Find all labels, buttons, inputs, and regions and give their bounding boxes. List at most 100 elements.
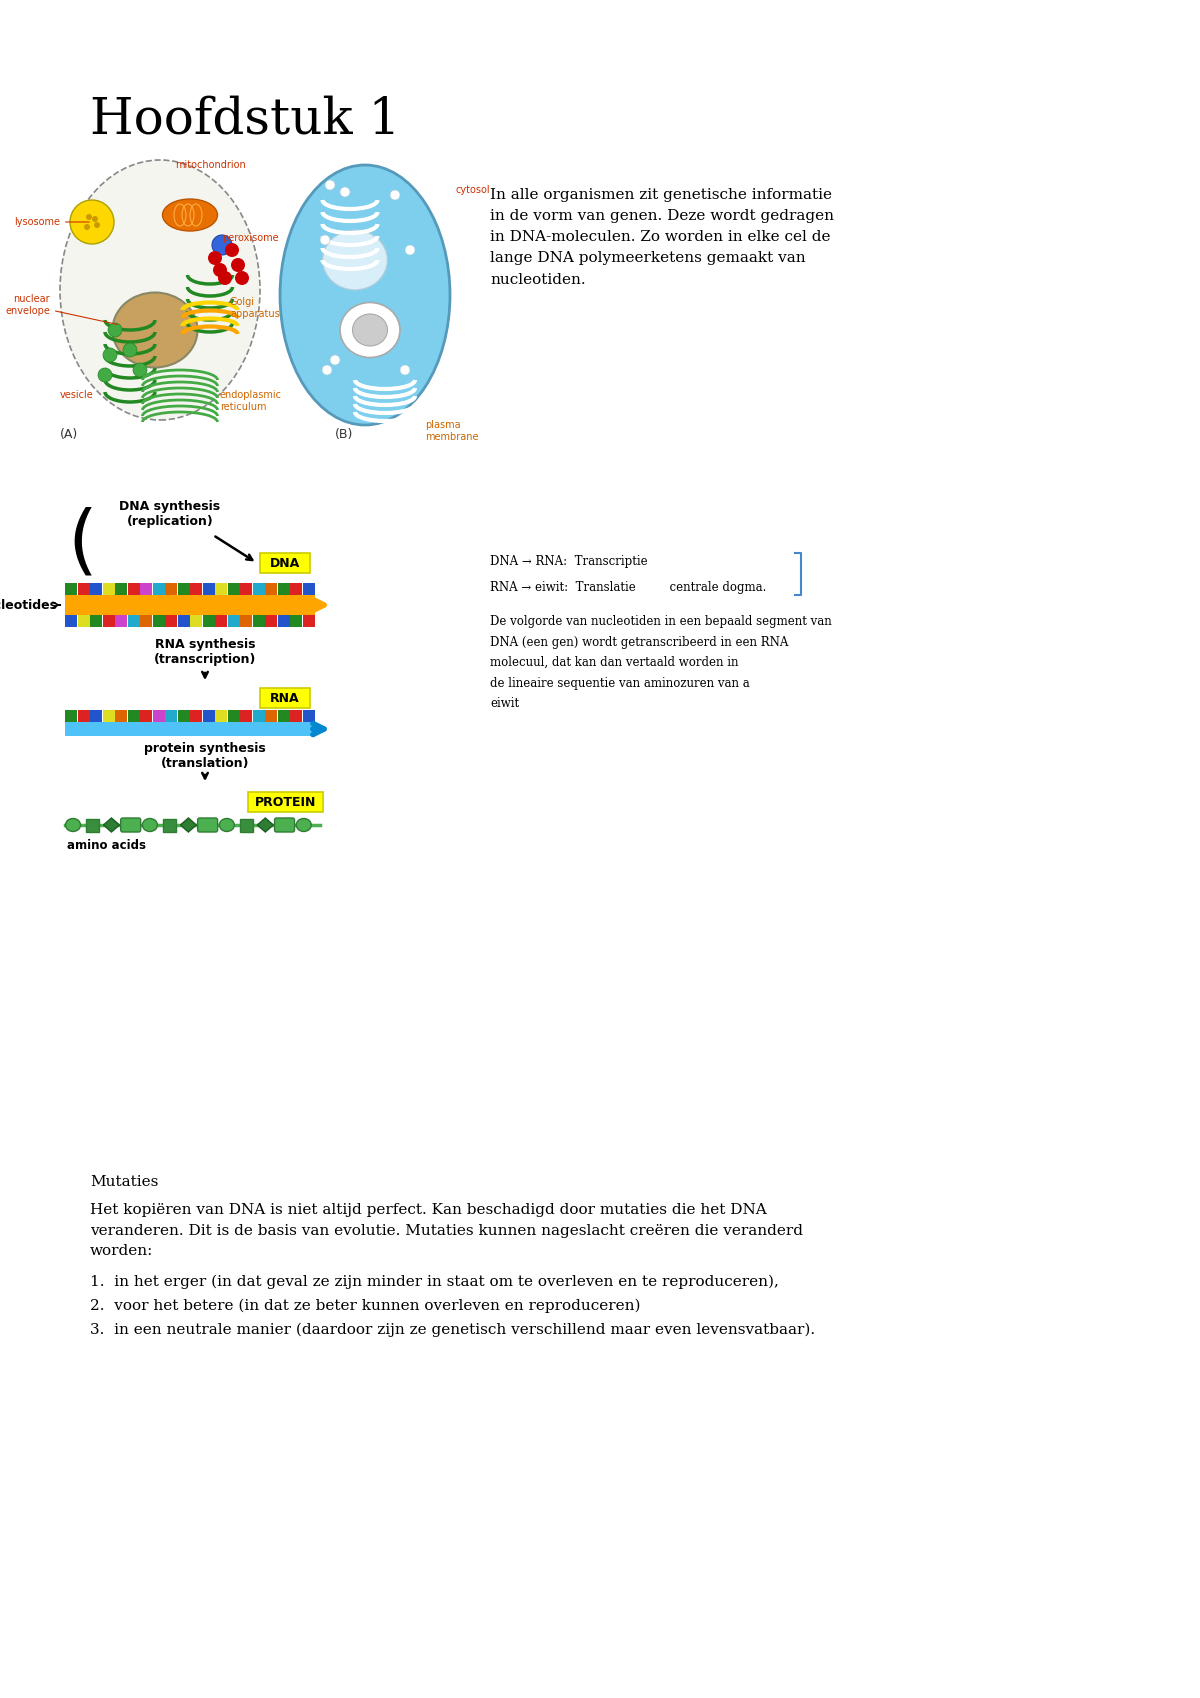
Bar bbox=[140, 710, 152, 722]
Text: protein synthesis
(translation): protein synthesis (translation) bbox=[144, 742, 266, 769]
Circle shape bbox=[320, 234, 330, 245]
Circle shape bbox=[235, 272, 250, 285]
FancyBboxPatch shape bbox=[260, 554, 310, 572]
Circle shape bbox=[322, 365, 332, 375]
Circle shape bbox=[340, 187, 350, 197]
Text: nuclear
envelope: nuclear envelope bbox=[5, 294, 118, 324]
Bar bbox=[152, 615, 164, 627]
Text: (A): (A) bbox=[60, 428, 78, 441]
Bar bbox=[115, 615, 127, 627]
Circle shape bbox=[92, 216, 98, 222]
Circle shape bbox=[214, 263, 227, 277]
Ellipse shape bbox=[143, 818, 157, 832]
Polygon shape bbox=[257, 818, 274, 832]
Polygon shape bbox=[103, 818, 120, 832]
Bar bbox=[127, 710, 139, 722]
Bar bbox=[203, 710, 215, 722]
Bar bbox=[302, 615, 314, 627]
Ellipse shape bbox=[60, 160, 260, 419]
Bar bbox=[290, 615, 302, 627]
Bar bbox=[65, 722, 314, 735]
Text: 2.  voor het betere (in dat ze beter kunnen overleven en reproduceren): 2. voor het betere (in dat ze beter kunn… bbox=[90, 1299, 641, 1313]
Circle shape bbox=[218, 272, 232, 285]
Text: DNA → RNA:  Transcriptie: DNA → RNA: Transcriptie bbox=[490, 555, 648, 569]
Bar bbox=[240, 615, 252, 627]
Text: amino acids: amino acids bbox=[67, 839, 146, 852]
Circle shape bbox=[124, 343, 137, 357]
Circle shape bbox=[230, 258, 245, 272]
Bar bbox=[240, 710, 252, 722]
Bar bbox=[277, 615, 289, 627]
Text: vesicle: vesicle bbox=[60, 391, 94, 401]
Bar bbox=[65, 582, 77, 594]
Bar bbox=[203, 582, 215, 594]
Circle shape bbox=[94, 222, 100, 228]
Bar bbox=[78, 582, 90, 594]
Bar bbox=[228, 615, 240, 627]
Circle shape bbox=[98, 368, 112, 382]
Text: nucleotides: nucleotides bbox=[0, 598, 58, 611]
Bar bbox=[240, 582, 252, 594]
Text: 3.  in een neutrale manier (daardoor zijn ze genetisch verschillend maar even le: 3. in een neutrale manier (daardoor zijn… bbox=[90, 1323, 815, 1338]
Bar bbox=[290, 710, 302, 722]
Ellipse shape bbox=[220, 818, 234, 832]
Text: RNA synthesis
(transcription): RNA synthesis (transcription) bbox=[154, 638, 256, 666]
FancyBboxPatch shape bbox=[275, 818, 294, 832]
Bar bbox=[65, 615, 77, 627]
Bar bbox=[290, 582, 302, 594]
Bar bbox=[152, 710, 164, 722]
Bar bbox=[178, 710, 190, 722]
Bar bbox=[78, 710, 90, 722]
Circle shape bbox=[226, 243, 239, 256]
Bar bbox=[140, 582, 152, 594]
Circle shape bbox=[108, 323, 122, 336]
Text: peroxisome: peroxisome bbox=[222, 233, 278, 243]
Bar bbox=[228, 710, 240, 722]
Circle shape bbox=[70, 200, 114, 245]
Ellipse shape bbox=[66, 818, 80, 832]
Bar bbox=[65, 710, 77, 722]
Bar bbox=[78, 615, 90, 627]
Bar bbox=[190, 582, 202, 594]
Circle shape bbox=[330, 355, 340, 365]
Bar bbox=[102, 582, 114, 594]
Bar bbox=[90, 582, 102, 594]
Bar bbox=[178, 615, 190, 627]
Text: DNA: DNA bbox=[270, 557, 300, 569]
Text: DNA synthesis
(replication): DNA synthesis (replication) bbox=[120, 499, 221, 528]
Text: RNA: RNA bbox=[270, 691, 300, 705]
Circle shape bbox=[390, 190, 400, 200]
Circle shape bbox=[212, 234, 232, 255]
Ellipse shape bbox=[280, 165, 450, 424]
Circle shape bbox=[86, 214, 92, 221]
Bar bbox=[277, 582, 289, 594]
Text: De volgorde van nucleotiden in een bepaald segment van
DNA (een gen) wordt getra: De volgorde van nucleotiden in een bepaa… bbox=[490, 615, 832, 710]
Circle shape bbox=[133, 363, 148, 377]
Circle shape bbox=[208, 251, 222, 265]
Bar bbox=[190, 615, 202, 627]
Polygon shape bbox=[180, 818, 197, 832]
Text: cytosol: cytosol bbox=[455, 185, 490, 195]
Text: (: ( bbox=[67, 506, 97, 581]
Text: lysosome: lysosome bbox=[14, 217, 89, 228]
Bar bbox=[190, 710, 202, 722]
Text: mitochondrion: mitochondrion bbox=[175, 160, 246, 170]
Circle shape bbox=[325, 180, 335, 190]
Bar bbox=[302, 710, 314, 722]
Bar bbox=[65, 594, 314, 615]
Bar bbox=[302, 582, 314, 594]
FancyBboxPatch shape bbox=[248, 791, 323, 812]
Bar bbox=[252, 710, 264, 722]
Ellipse shape bbox=[353, 314, 388, 346]
Bar bbox=[115, 710, 127, 722]
Bar bbox=[203, 615, 215, 627]
Circle shape bbox=[406, 245, 415, 255]
Text: RNA → eiwit:  Translatie         centrale dogma.: RNA → eiwit: Translatie centrale dogma. bbox=[490, 581, 767, 594]
Ellipse shape bbox=[162, 199, 217, 231]
Bar bbox=[90, 615, 102, 627]
Bar bbox=[90, 710, 102, 722]
Bar bbox=[215, 615, 227, 627]
Bar bbox=[252, 582, 264, 594]
Text: Mutaties: Mutaties bbox=[90, 1175, 158, 1189]
Bar bbox=[152, 582, 164, 594]
